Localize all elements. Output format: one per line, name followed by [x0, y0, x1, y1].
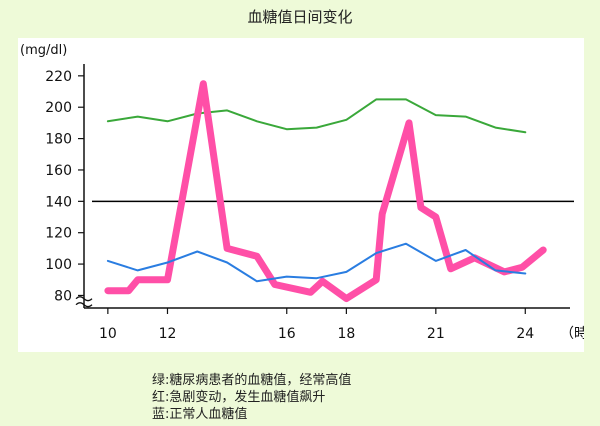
series-pink-line: [104, 80, 547, 303]
note-green: 绿:糖尿病患者的血糖值，经常高值: [152, 373, 352, 388]
x-tick-label: 18: [337, 326, 355, 342]
axis-break-mark: [75, 296, 93, 302]
y-axis-label: (mg/dl): [20, 43, 67, 58]
series-blue-line: [106, 242, 527, 283]
y-tick-label: 220: [45, 69, 72, 85]
x-tick-label: 10: [99, 326, 117, 342]
x-tick-label: 16: [278, 326, 296, 342]
x-tick-label: 24: [516, 326, 534, 342]
axis-break-mark: [75, 302, 93, 308]
series-green-line: [106, 98, 527, 134]
y-tick-label: 120: [45, 226, 72, 242]
y-tick-label: 100: [45, 257, 72, 273]
chart-title: 血糖值日间变化: [247, 8, 353, 26]
y-tick-label: 180: [45, 132, 72, 148]
note-blue: 蓝:正常人血糖值: [152, 407, 248, 422]
x-tick-label: 12: [159, 326, 177, 342]
x-axis-label: （時）: [560, 326, 584, 342]
y-tick-label: 160: [45, 163, 72, 179]
x-tick-label: 21: [427, 326, 445, 342]
y-tick-label: 80: [54, 288, 72, 304]
note-red: 红:急剧变动，发生血糖值飙升: [152, 390, 326, 405]
chart-svg: 80 100 120 140 160 180 200 220 (mg/dl) 10 12 16 18 21…: [20, 43, 584, 342]
y-tick-label: 140: [45, 194, 72, 210]
plot-panel: 80 100 120 140 160 180 200 220 (mg/dl) 10 12 16 18 21…: [18, 38, 584, 352]
legend-notes: 绿:糖尿病患者的血糖值，经常高值 红:急剧变动，发生血糖值飙升 蓝:正常人血糖值: [152, 372, 351, 423]
y-tick-label: 200: [45, 100, 72, 116]
